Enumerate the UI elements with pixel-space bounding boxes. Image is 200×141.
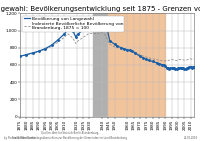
- Point: [126, 49, 129, 51]
- Point: [183, 67, 186, 70]
- Point: [71, 30, 75, 33]
- Point: [157, 62, 161, 65]
- Text: Quellen: Amt für Statistik Berlin-Brandenburg,
Statistische Gemändegeübersichten: Quellen: Amt für Statistik Berlin-Brande…: [12, 131, 128, 140]
- Point: [128, 49, 132, 51]
- Point: [166, 67, 169, 70]
- Point: [87, 24, 90, 27]
- Point: [155, 62, 158, 64]
- Point: [189, 66, 192, 68]
- Point: [122, 48, 125, 50]
- Point: [120, 47, 123, 49]
- Point: [99, 22, 102, 24]
- Point: [169, 67, 172, 70]
- Point: [171, 67, 175, 69]
- Point: [31, 52, 34, 54]
- Point: [184, 68, 187, 70]
- Point: [141, 57, 144, 59]
- Point: [66, 28, 70, 31]
- Point: [95, 24, 99, 27]
- Legend: Bevölkerung von Langewahl, Indexierte Bevölkerliche Bevölkerung von
Brandenburg,: Bevölkerung von Langewahl, Indexierte Be…: [22, 16, 124, 32]
- Bar: [93, 13, 108, 116]
- Point: [185, 67, 188, 69]
- Point: [173, 67, 176, 70]
- Point: [188, 66, 191, 68]
- Point: [193, 66, 196, 68]
- Point: [164, 65, 167, 67]
- Point: [165, 66, 168, 69]
- Point: [133, 52, 137, 54]
- Point: [113, 43, 116, 45]
- Point: [181, 67, 185, 69]
- Text: by Florian O. Pfannkuche: by Florian O. Pfannkuche: [4, 136, 35, 140]
- Point: [176, 67, 180, 70]
- Point: [175, 68, 178, 70]
- Point: [160, 63, 163, 66]
- Point: [25, 53, 28, 56]
- Point: [92, 23, 95, 25]
- Point: [63, 33, 66, 35]
- Point: [179, 66, 182, 69]
- Bar: [108, 13, 165, 116]
- Point: [103, 21, 106, 23]
- Point: [151, 60, 154, 63]
- Point: [74, 35, 77, 38]
- Point: [187, 67, 190, 69]
- Point: [44, 48, 47, 50]
- Point: [170, 67, 173, 69]
- Point: [192, 66, 195, 68]
- Point: [147, 59, 151, 61]
- Point: [18, 55, 22, 58]
- Point: [82, 28, 85, 31]
- Point: [77, 33, 80, 35]
- Point: [50, 44, 53, 46]
- Point: [37, 50, 41, 52]
- Point: [174, 67, 177, 70]
- Text: 24.02.2016: 24.02.2016: [184, 136, 198, 140]
- Point: [190, 66, 194, 69]
- Point: [116, 45, 119, 47]
- Point: [131, 50, 134, 52]
- Point: [106, 28, 109, 30]
- Point: [108, 40, 111, 42]
- Point: [168, 67, 171, 70]
- Point: [145, 58, 148, 60]
- Title: Langewahl: Bevölkerungsentwicklung seit 1875 - Grenzen von 2013: Langewahl: Bevölkerungsentwicklung seit …: [0, 5, 200, 12]
- Point: [178, 67, 181, 69]
- Point: [180, 67, 183, 69]
- Point: [162, 64, 166, 66]
- Point: [138, 55, 142, 58]
- Point: [56, 39, 59, 41]
